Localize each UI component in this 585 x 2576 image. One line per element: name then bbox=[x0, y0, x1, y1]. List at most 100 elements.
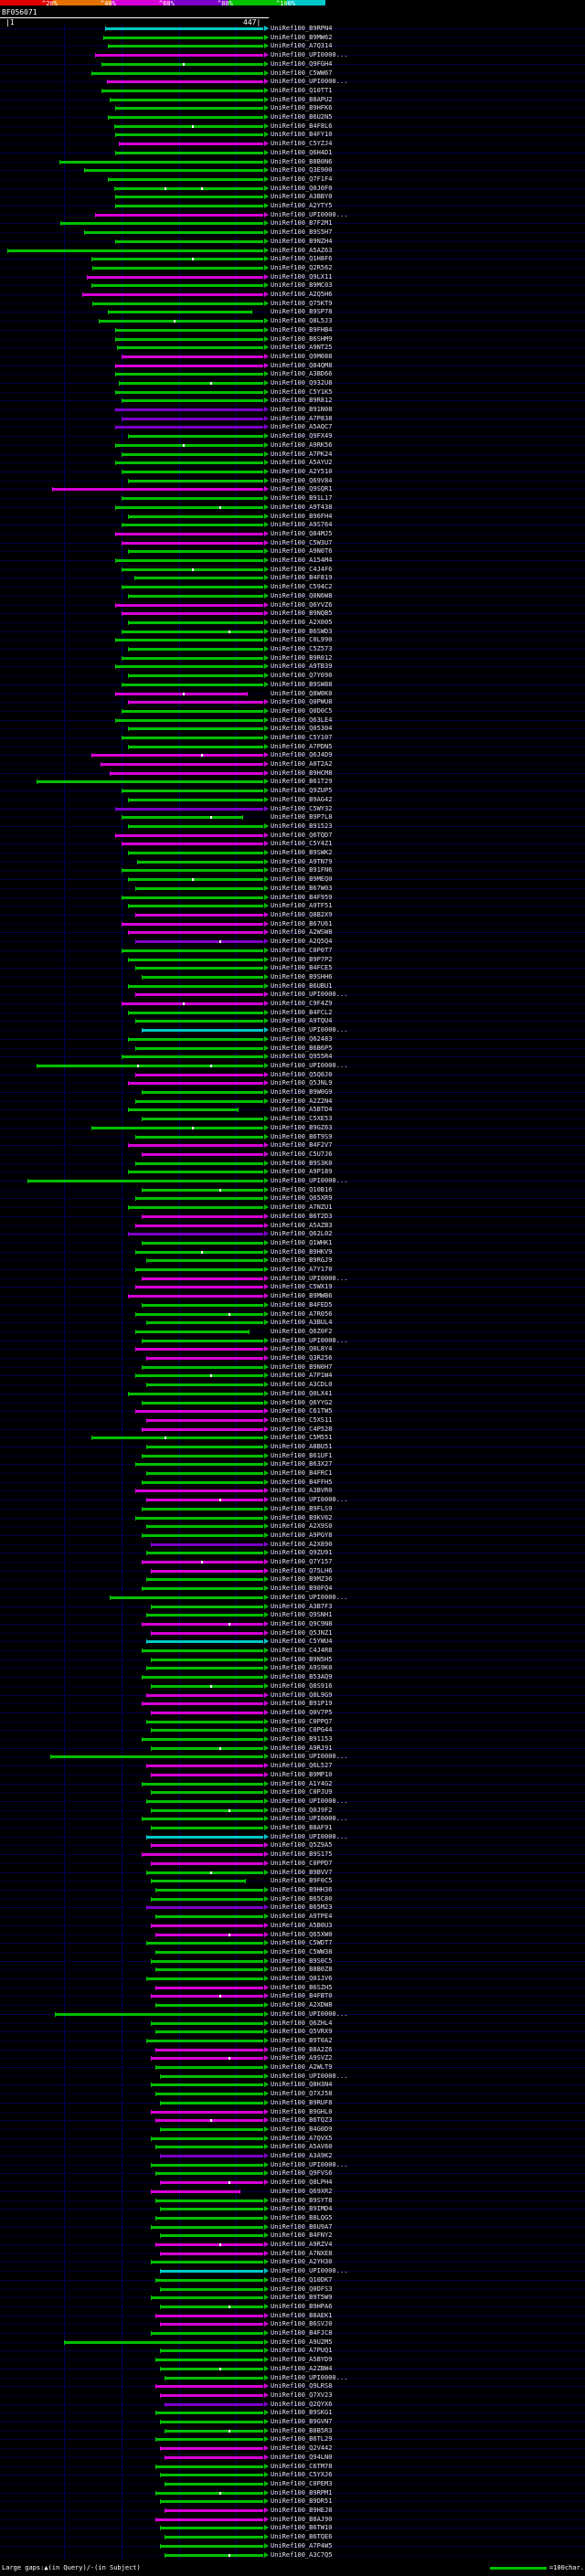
hit-label[interactable]: UniRef100_A5AZB3 bbox=[271, 1222, 333, 1229]
alignment-bar[interactable] bbox=[142, 1118, 263, 1120]
alignment-bar[interactable] bbox=[160, 2288, 263, 2291]
alignment-bar[interactable] bbox=[91, 284, 263, 287]
alignment-bar[interactable] bbox=[122, 684, 263, 686]
alignment-bar[interactable] bbox=[146, 1836, 263, 1839]
alignment-bar[interactable] bbox=[122, 816, 242, 819]
alignment-bar[interactable] bbox=[155, 1951, 263, 1954]
alignment-bar[interactable] bbox=[122, 524, 263, 526]
alignment-bar[interactable] bbox=[84, 231, 263, 234]
hit-label[interactable]: UniRef100_A9T438 bbox=[271, 504, 333, 511]
hit-label[interactable]: UniRef100_B9R812 bbox=[271, 397, 333, 404]
hit-label[interactable]: UniRef100_B4F2V7 bbox=[271, 1141, 333, 1149]
hit-label[interactable]: UniRef100_UPI0000... bbox=[271, 1797, 348, 1805]
alignment-bar[interactable] bbox=[122, 418, 263, 420]
hit-label[interactable]: UniRef100_Q7Y157 bbox=[271, 1558, 333, 1565]
alignment-bar[interactable] bbox=[128, 878, 263, 881]
alignment-bar[interactable] bbox=[146, 1800, 263, 1803]
alignment-bar[interactable] bbox=[114, 187, 263, 190]
hit-label[interactable]: UniRef100_C5M551 bbox=[271, 1434, 333, 1441]
alignment-bar[interactable] bbox=[128, 701, 263, 704]
alignment-bar[interactable] bbox=[146, 1578, 263, 1581]
hit-label[interactable]: UniRef100_A5B0U3 bbox=[271, 1922, 333, 1929]
alignment-bar[interactable] bbox=[122, 949, 263, 952]
hit-label[interactable]: UniRef100_C5WW67 bbox=[271, 69, 333, 77]
alignment-bar[interactable] bbox=[91, 258, 263, 260]
hit-label[interactable]: UniRef100_B4F819 bbox=[271, 574, 333, 581]
alignment-bar[interactable] bbox=[160, 2234, 263, 2237]
alignment-bar[interactable] bbox=[160, 2368, 263, 2370]
hit-label[interactable]: UniRef100_C5XS11 bbox=[271, 1416, 333, 1424]
alignment-bar[interactable] bbox=[146, 1383, 263, 1386]
alignment-bar[interactable] bbox=[142, 1215, 263, 1218]
hit-label[interactable]: UniRef100_B91P19 bbox=[271, 1700, 333, 1707]
alignment-bar[interactable] bbox=[151, 1570, 263, 1573]
alignment-bar[interactable] bbox=[142, 1340, 263, 1342]
hit-label[interactable]: UniRef100_A2WSW8 bbox=[271, 928, 333, 936]
alignment-bar[interactable] bbox=[122, 1002, 263, 1005]
alignment-bar[interactable] bbox=[142, 1428, 263, 1431]
hit-label[interactable]: UniRef100_Q0V7P5 bbox=[271, 1709, 333, 1716]
hit-label[interactable]: UniRef100_B6B6P5 bbox=[271, 1044, 333, 1052]
hit-label[interactable]: UniRef100_Q6Z0F2 bbox=[271, 1328, 333, 1335]
alignment-bar[interactable] bbox=[135, 914, 263, 917]
alignment-bar[interactable] bbox=[128, 1233, 263, 1235]
alignment-bar[interactable] bbox=[128, 1082, 263, 1085]
hit-label[interactable]: UniRef100_Q8L5J3 bbox=[271, 317, 333, 324]
alignment-bar[interactable] bbox=[155, 2465, 263, 2468]
alignment-bar[interactable] bbox=[115, 391, 263, 394]
hit-label[interactable]: UniRef100_B9P7L8 bbox=[271, 813, 333, 821]
hit-label[interactable]: UniRef100_Q9FVS6 bbox=[271, 2169, 333, 2177]
hit-label[interactable]: UniRef100_C5W3U7 bbox=[271, 539, 333, 546]
alignment-bar[interactable] bbox=[101, 763, 263, 766]
hit-label[interactable]: UniRef100_A5AYU2 bbox=[271, 459, 333, 466]
alignment-bar[interactable] bbox=[151, 1632, 263, 1635]
hit-label[interactable]: UniRef100_UPI0000... bbox=[271, 1496, 348, 1503]
hit-label[interactable]: UniRef100_C4P528 bbox=[271, 1426, 333, 1433]
alignment-bar[interactable] bbox=[155, 2315, 263, 2317]
hit-label[interactable]: UniRef100_Q0PWU8 bbox=[271, 698, 333, 705]
hit-label[interactable]: UniRef100_B4F959 bbox=[271, 894, 333, 901]
hit-label[interactable]: UniRef100_UPI0000... bbox=[271, 2072, 348, 2080]
alignment-bar[interactable] bbox=[135, 1074, 263, 1076]
hit-label[interactable]: UniRef100_B65M23 bbox=[271, 1903, 333, 1911]
alignment-bar[interactable] bbox=[128, 931, 263, 934]
hit-label[interactable]: UniRef100_A9RK56 bbox=[271, 441, 333, 449]
hit-label[interactable]: UniRef100_B6T2D3 bbox=[271, 1213, 333, 1220]
alignment-bar[interactable] bbox=[128, 621, 263, 624]
alignment-bar[interactable] bbox=[146, 1419, 263, 1422]
hit-label[interactable]: UniRef100_Q2R562 bbox=[271, 264, 333, 271]
hit-label[interactable]: UniRef100_C594C2 bbox=[271, 583, 333, 590]
alignment-bar[interactable] bbox=[115, 639, 263, 641]
hit-label[interactable]: UniRef100_Q84MJ5 bbox=[271, 530, 333, 537]
alignment-bar[interactable] bbox=[84, 169, 263, 172]
hit-label[interactable]: UniRef100_B9GHL0 bbox=[271, 2108, 333, 2115]
hit-label[interactable]: UniRef100_A7Y170 bbox=[271, 1266, 333, 1273]
alignment-bar[interactable] bbox=[128, 852, 263, 854]
alignment-bar[interactable] bbox=[151, 2226, 263, 2229]
hit-label[interactable]: UniRef100_B9HPA6 bbox=[271, 2303, 333, 2310]
hit-label[interactable]: UniRef100_A3A9K2 bbox=[271, 2152, 333, 2159]
hit-label[interactable]: UniRef100_B9FHB4 bbox=[271, 326, 333, 334]
hit-label[interactable]: UniRef100_A3BUL4 bbox=[271, 1319, 333, 1326]
alignment-bar[interactable] bbox=[151, 1712, 263, 1714]
hit-label[interactable]: UniRef100_B9KV62 bbox=[271, 1514, 333, 1521]
hit-label[interactable]: UniRef100_B8A2Z6 bbox=[271, 2046, 333, 2053]
alignment-bar[interactable] bbox=[142, 1853, 263, 1856]
hit-label[interactable]: UniRef100_B8B0Z8 bbox=[271, 1966, 333, 1973]
hit-label[interactable]: UniRef100_A5BYD9 bbox=[271, 2356, 333, 2363]
hit-label[interactable]: UniRef100_A9TB39 bbox=[271, 663, 333, 670]
hit-label[interactable]: UniRef100_B9HFK6 bbox=[271, 104, 333, 111]
hit-label[interactable]: UniRef100_B9R012 bbox=[271, 654, 333, 662]
alignment-bar[interactable] bbox=[151, 2111, 263, 2114]
hit-label[interactable]: UniRef100_C5WDT7 bbox=[271, 1939, 333, 1946]
hit-label[interactable]: UniRef100_B4FRC1 bbox=[271, 1469, 333, 1477]
alignment-bar[interactable] bbox=[115, 107, 263, 110]
alignment-bar[interactable] bbox=[151, 1995, 263, 1998]
hit-label[interactable]: UniRef100_A7P1W4 bbox=[271, 1372, 333, 1379]
alignment-bar[interactable] bbox=[122, 453, 263, 456]
hit-label[interactable]: UniRef100_Q7XJ58 bbox=[271, 2090, 333, 2097]
alignment-bar[interactable] bbox=[27, 1180, 263, 1182]
alignment-bar[interactable] bbox=[155, 2049, 263, 2051]
alignment-bar[interactable] bbox=[59, 161, 263, 164]
hit-label[interactable]: UniRef100_A9RJ91 bbox=[271, 1744, 333, 1752]
